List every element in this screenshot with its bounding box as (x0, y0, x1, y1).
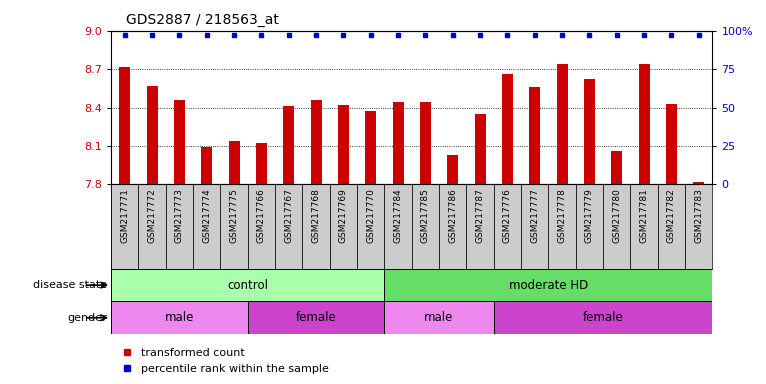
Bar (393, 103, 404, 184)
Text: GSM217776: GSM217776 (503, 189, 512, 243)
Text: moderate HD: moderate HD (509, 279, 588, 291)
Bar (247, 184, 275, 269)
Bar (385, 301, 494, 334)
Bar (275, 184, 303, 269)
Bar (111, 184, 139, 269)
Text: GSM217773: GSM217773 (175, 189, 184, 243)
Bar (576, 184, 603, 269)
Text: GSM217774: GSM217774 (202, 189, 211, 243)
Bar (283, 106, 294, 184)
Bar (494, 184, 521, 269)
Bar (111, 301, 247, 334)
Text: GSM217768: GSM217768 (312, 189, 320, 243)
Bar (165, 184, 193, 269)
Text: GSM217766: GSM217766 (257, 189, 266, 243)
Text: disease state: disease state (33, 280, 107, 290)
Text: control: control (228, 279, 268, 291)
Bar (521, 184, 548, 269)
Text: GSM217778: GSM217778 (558, 189, 567, 243)
Bar (221, 184, 247, 269)
Text: GSM217775: GSM217775 (230, 189, 238, 243)
Text: GSM217780: GSM217780 (612, 189, 621, 243)
Text: GSM217783: GSM217783 (694, 189, 703, 243)
Bar (557, 64, 568, 184)
Bar (475, 114, 486, 184)
Text: GSM217770: GSM217770 (366, 189, 375, 243)
Text: gender: gender (67, 313, 107, 323)
Legend: transformed count, percentile rank within the sample: transformed count, percentile rank withi… (116, 344, 333, 379)
Bar (365, 111, 376, 184)
Text: male: male (424, 311, 453, 324)
Text: female: female (296, 311, 336, 324)
Bar (603, 184, 630, 269)
Bar (685, 184, 712, 269)
Bar (139, 184, 165, 269)
Bar (310, 100, 322, 184)
Bar (303, 184, 329, 269)
Text: GSM217784: GSM217784 (394, 189, 403, 243)
Bar (439, 184, 466, 269)
Bar (338, 105, 349, 184)
Text: GSM217786: GSM217786 (448, 189, 457, 243)
Bar (256, 143, 267, 184)
Bar (119, 66, 130, 184)
Bar (630, 184, 658, 269)
Bar (111, 269, 385, 301)
Bar (658, 184, 685, 269)
Bar (494, 301, 712, 334)
Text: GSM217769: GSM217769 (339, 189, 348, 243)
Text: GSM217781: GSM217781 (640, 189, 649, 243)
Text: GSM217777: GSM217777 (530, 189, 539, 243)
Text: female: female (583, 311, 624, 324)
Text: GSM217767: GSM217767 (284, 189, 293, 243)
Bar (146, 86, 158, 184)
Bar (502, 74, 513, 184)
Text: GSM217782: GSM217782 (667, 189, 676, 243)
Bar (611, 151, 622, 184)
Bar (466, 184, 494, 269)
Bar (420, 103, 430, 184)
Bar (247, 301, 385, 334)
Bar (693, 182, 704, 184)
Bar (529, 87, 540, 184)
Bar (385, 184, 412, 269)
Bar (193, 184, 221, 269)
Text: male: male (165, 311, 194, 324)
Text: GDS2887 / 218563_at: GDS2887 / 218563_at (126, 13, 280, 27)
Bar (639, 64, 650, 184)
Text: GSM217787: GSM217787 (476, 189, 485, 243)
Bar (201, 147, 212, 184)
Text: GSM217772: GSM217772 (148, 189, 156, 243)
Bar (666, 104, 677, 184)
Bar (412, 184, 439, 269)
Text: GSM217771: GSM217771 (120, 189, 129, 243)
Bar (174, 100, 185, 184)
Bar (447, 155, 458, 184)
Bar (584, 79, 595, 184)
Text: GSM217785: GSM217785 (421, 189, 430, 243)
Bar (548, 184, 576, 269)
Bar (357, 184, 385, 269)
Text: GSM217779: GSM217779 (585, 189, 594, 243)
Bar (228, 141, 240, 184)
Bar (329, 184, 357, 269)
Bar (385, 269, 712, 301)
